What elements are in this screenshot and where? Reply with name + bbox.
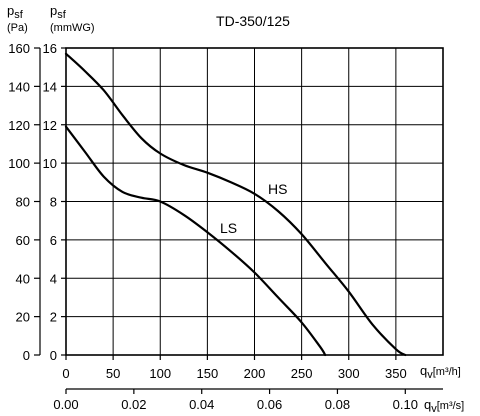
y-secondary-tick-label: 2 [50, 310, 57, 325]
y-secondary-tick-label: 6 [50, 233, 57, 248]
y-secondary-tick-label: 10 [43, 156, 57, 171]
x-primary-tick-label: 250 [291, 366, 313, 381]
x-primary-tick-label: 100 [149, 366, 171, 381]
svg-text:(Pa): (Pa) [7, 22, 28, 34]
x-primary-tick-label: 200 [244, 366, 266, 381]
y-secondary-axis-title: psf (mmWG) [50, 3, 95, 34]
y-primary-tick-label: 80 [16, 195, 30, 210]
y-primary-axis-title: psf (Pa) [7, 3, 28, 34]
series-label-ls: LS [220, 220, 237, 236]
x-secondary-tick-label: 0.02 [121, 397, 146, 412]
axes [34, 47, 443, 394]
x-primary-tick-label: 0 [62, 366, 69, 381]
y-primary-tick-label: 40 [16, 271, 30, 286]
x-secondary-tick-label: 0.06 [257, 397, 282, 412]
svg-text:qv[m³/s]: qv[m³/s] [424, 397, 464, 415]
y-primary-tick-label: 20 [16, 310, 30, 325]
svg-text:(mmWG): (mmWG) [50, 22, 95, 34]
y-secondary-tick-label: 16 [43, 41, 57, 56]
svg-text:psf: psf [50, 3, 67, 21]
x-secondary-tick-label: 0.08 [325, 397, 350, 412]
x-secondary-tick-label: 0.10 [393, 397, 418, 412]
x-primary-axis-title: qv[m³/h] [420, 363, 461, 381]
series-curve-ls [64, 125, 327, 357]
x-secondary-tick-label: 0.00 [53, 397, 78, 412]
svg-text:psf: psf [7, 3, 24, 21]
x-primary-tick-label: 150 [197, 366, 219, 381]
y-primary-tick-label: 140 [8, 79, 30, 94]
x-secondary-axis-title: qv[m³/s] [424, 397, 464, 415]
series-curve-hs [64, 52, 407, 357]
y-secondary-tick-label: 12 [43, 118, 57, 133]
y-primary-tick-label: 160 [8, 41, 30, 56]
x-primary-tick-label: 50 [106, 366, 120, 381]
y-secondary-tick-label: 0 [50, 348, 57, 363]
x-primary-tick-label: 300 [338, 366, 360, 381]
series-curves [64, 52, 407, 357]
y-primary-tick-label: 100 [8, 156, 30, 171]
chart-title: TD-350/125 [216, 13, 290, 29]
y-primary-tick-label: 60 [16, 233, 30, 248]
series-label-hs: HS [268, 181, 287, 197]
grid [65, 47, 444, 356]
x-secondary-tick-label: 0.04 [189, 397, 214, 412]
y-primary-tick-label: 120 [8, 118, 30, 133]
svg-text:qv[m³/h]: qv[m³/h] [420, 363, 461, 381]
y-primary-tick-label: 0 [23, 348, 30, 363]
y-secondary-tick-label: 4 [50, 271, 57, 286]
x-primary-tick-label: 350 [385, 366, 407, 381]
y-secondary-tick-label: 8 [50, 195, 57, 210]
y-secondary-tick-label: 14 [43, 79, 57, 94]
